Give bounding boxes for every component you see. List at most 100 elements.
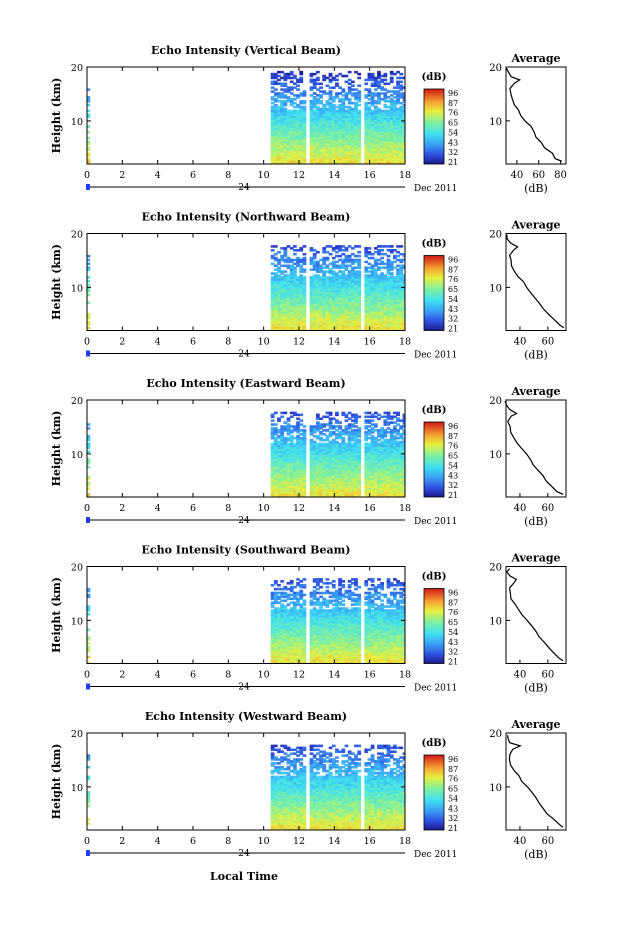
heatmap-cell — [396, 448, 400, 452]
heatmap-cell — [335, 301, 339, 304]
avg-x-tick-label: 40 — [514, 337, 527, 348]
heatmap-cell — [270, 626, 275, 630]
heatmap-cell — [283, 276, 288, 279]
heatmap-cell — [377, 485, 381, 488]
heatmap-cell — [373, 158, 378, 161]
heatmap-cell — [386, 90, 391, 93]
heatmap-cell — [350, 324, 355, 328]
heatmap-cell — [299, 477, 304, 481]
heatmap-cell — [380, 146, 385, 150]
heatmap-cell — [270, 632, 275, 635]
heatmap-cell — [283, 628, 288, 632]
heatmap-cell — [286, 99, 291, 103]
heatmap-cell — [364, 456, 369, 459]
heatmap-cell — [277, 436, 281, 440]
heatmap-cell — [357, 316, 362, 320]
heatmap-cell — [315, 150, 320, 153]
heatmap-cell — [386, 483, 391, 486]
heatmap-cell — [399, 481, 404, 485]
heatmap-cell — [364, 491, 369, 494]
heatmap-cell — [354, 96, 358, 99]
heatmap-cell — [386, 481, 391, 485]
avg-title: Average — [510, 52, 560, 65]
heatmap-cell — [273, 620, 278, 624]
heatmap-cell — [386, 156, 391, 159]
heatmap-cell — [309, 119, 314, 122]
heatmap-cell — [331, 458, 336, 461]
heatmap-cell — [289, 628, 294, 632]
heatmap-cell — [344, 458, 349, 461]
heatmap-cell — [347, 146, 352, 150]
heatmap-cell — [350, 107, 355, 111]
heatmap-cell — [273, 144, 278, 148]
heatmap-cell — [383, 473, 388, 477]
heatmap-cell — [309, 134, 314, 138]
heatmap-cell — [289, 301, 294, 304]
heatmap-cell — [302, 305, 307, 308]
heatmap-cell — [370, 436, 375, 440]
heatmap-cell — [277, 477, 281, 481]
heatmap-cell — [364, 320, 369, 324]
heatmap-cell — [335, 318, 339, 322]
heatmap-cell — [331, 136, 336, 140]
heatmap-cell — [392, 493, 397, 496]
heatmap-cell — [386, 318, 391, 322]
heatmap-cell — [312, 311, 317, 314]
heatmap-cell — [383, 96, 388, 99]
heatmap-cell — [338, 142, 342, 146]
heatmap-cell — [389, 458, 394, 461]
heatmap-cell — [283, 647, 288, 651]
heatmap-cell — [383, 123, 388, 126]
heatmap-cell — [296, 454, 300, 457]
heatmap-cell — [296, 311, 300, 314]
heatmap-cell — [331, 460, 336, 463]
heatmap-cell — [309, 99, 314, 103]
heatmap-cell — [402, 76, 405, 80]
heatmap-cell — [296, 291, 300, 295]
heatmap-cell — [322, 487, 327, 490]
heatmap-cell — [299, 438, 304, 442]
heatmap-cell — [273, 440, 278, 444]
heatmap-cell — [315, 311, 320, 314]
heatmap-cell — [325, 305, 330, 308]
heatmap-cell — [328, 293, 333, 297]
heatmap-cell — [377, 125, 381, 128]
heatmap-cell — [289, 322, 294, 326]
heatmap-cell — [347, 467, 352, 471]
heatmap-cell — [302, 320, 307, 324]
heatmap-cell — [302, 142, 307, 146]
heatmap-cell — [392, 140, 397, 144]
heatmap-cell — [392, 283, 397, 287]
heatmap-cell — [367, 462, 372, 465]
heatmap-cell — [341, 74, 346, 78]
avg-title: Average — [510, 219, 560, 232]
heatmap-cell — [373, 311, 378, 314]
heatmap-cell — [341, 477, 346, 481]
heatmap-cell — [338, 72, 342, 76]
heatmap-cell — [283, 493, 288, 496]
heatmap-cell — [315, 471, 320, 475]
heatmap-cell — [383, 452, 388, 455]
heatmap-cell — [331, 272, 336, 275]
heatmap-cell — [328, 427, 333, 430]
heatmap-cell — [299, 311, 304, 314]
heatmap-cell — [350, 260, 355, 264]
heatmap-cell — [383, 99, 388, 103]
heatmap-cell — [367, 289, 372, 293]
heatmap-cell — [270, 462, 275, 465]
heatmap-cell — [335, 465, 339, 469]
heatmap-cell — [338, 125, 342, 128]
heatmap-cell — [277, 293, 281, 297]
heatmap-cell — [322, 142, 327, 146]
heatmap-cell — [87, 280, 91, 283]
heatmap-cell — [280, 119, 285, 122]
heatmap-cell — [389, 80, 394, 84]
heatmap-cell — [389, 131, 394, 134]
heatmap-cell — [273, 268, 278, 271]
heatmap-cell — [312, 291, 317, 295]
heatmap-cell — [302, 316, 307, 320]
heatmap-cell — [87, 628, 91, 632]
avg-x-tick-label: 80 — [554, 170, 567, 181]
heatmap-cell — [380, 475, 385, 479]
heatmap-cell — [319, 448, 323, 452]
